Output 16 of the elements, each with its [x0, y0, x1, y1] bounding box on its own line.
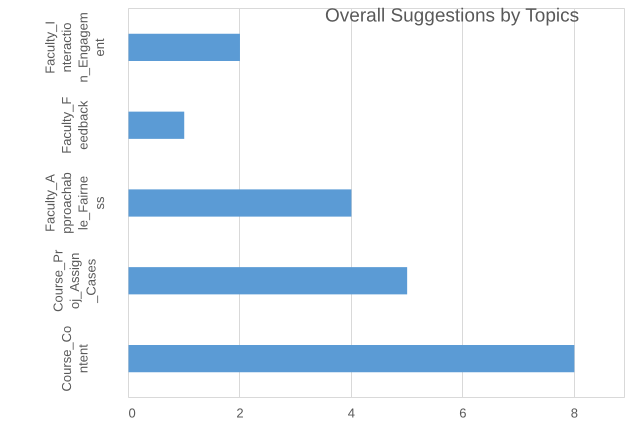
x-tick-label: 6 [459, 406, 466, 420]
bar [128, 189, 352, 217]
x-tick-label: 8 [570, 406, 578, 420]
chart-title: Overall Suggestions by Topics [324, 6, 580, 26]
x-tick-label: 4 [348, 406, 356, 420]
y-tick-label: Faculty_Feedback [58, 96, 90, 154]
y-tick-label: Faculty_Interaction_Engagement [42, 12, 107, 82]
y-tick-label: Course_Content [58, 326, 90, 392]
bar [128, 267, 408, 294]
x-tick-label: 2 [236, 406, 244, 420]
bar [128, 112, 184, 139]
bar [128, 344, 574, 372]
bar [128, 34, 240, 62]
y-tick-label: Faculty_Approachable_Fairness [42, 172, 107, 234]
x-tick-label: 0 [128, 406, 136, 420]
y-tick-label: Course_Proj_Assign_Cases [50, 249, 98, 312]
